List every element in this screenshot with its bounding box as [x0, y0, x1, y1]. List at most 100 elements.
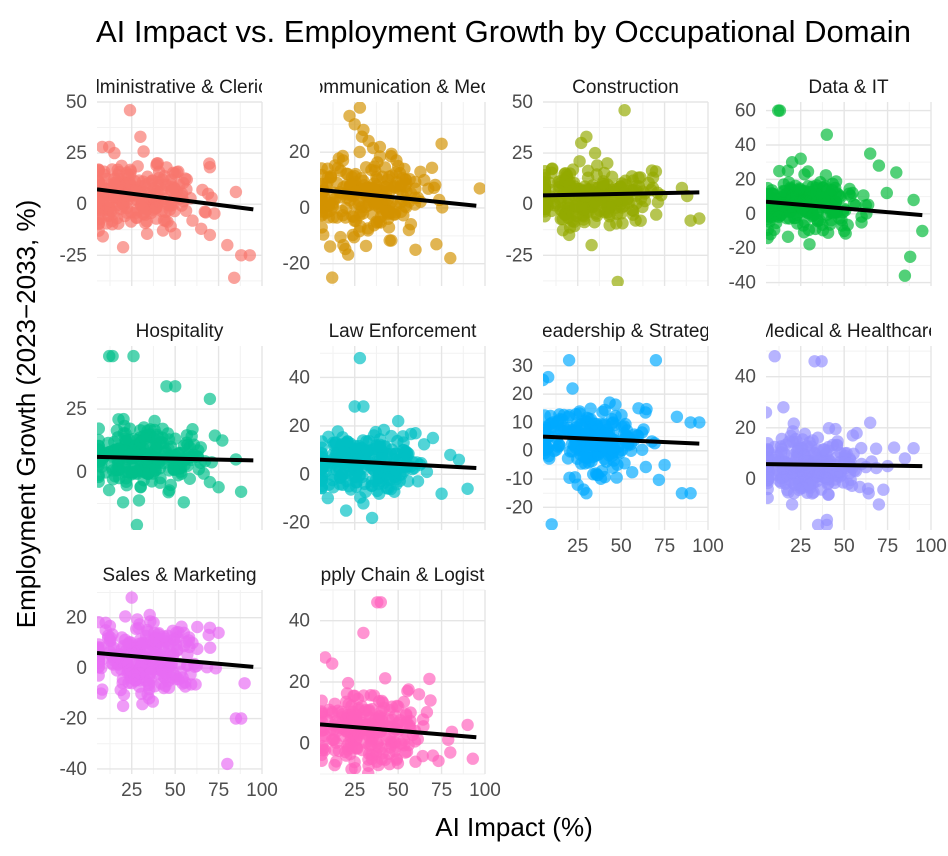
- data-point: [142, 678, 156, 692]
- data-point: [543, 176, 551, 190]
- data-point: [777, 401, 790, 414]
- x-tick-label: 50: [834, 536, 855, 557]
- data-point: [409, 755, 422, 768]
- data-point: [97, 641, 105, 654]
- facet-panel-data-it: Data & IT -40 -20 0 20 40 60: [729, 77, 932, 294]
- data-point: [186, 423, 199, 436]
- data-point: [378, 161, 392, 174]
- data-point: [119, 610, 132, 623]
- data-point: [335, 438, 348, 451]
- data-point: [815, 355, 828, 368]
- y-tick-label: 40: [289, 367, 310, 388]
- scatter-points: [320, 351, 474, 525]
- chart-title: AI Impact vs. Employment Growth by Occup…: [96, 14, 911, 49]
- data-point: [208, 207, 221, 220]
- data-point: [417, 438, 431, 451]
- data-point: [826, 206, 840, 220]
- data-point: [403, 173, 416, 186]
- data-point: [365, 752, 378, 766]
- x-tick-label: 100: [915, 536, 947, 557]
- data-point: [347, 210, 360, 224]
- trend-line: [97, 187, 254, 212]
- data-point: [204, 641, 217, 654]
- data-point: [177, 626, 190, 639]
- data-point: [320, 694, 328, 707]
- data-point: [331, 425, 344, 438]
- data-point: [349, 448, 362, 461]
- data-point: [785, 498, 799, 511]
- data-point: [348, 400, 361, 413]
- data-point: [160, 380, 173, 393]
- data-point: [766, 211, 777, 224]
- data-point: [137, 202, 150, 215]
- data-point: [578, 457, 592, 470]
- data-point: [344, 483, 358, 496]
- data-point: [184, 668, 197, 681]
- facet-strip-label: Sales & Marketing: [102, 565, 256, 586]
- data-point: [907, 193, 920, 207]
- data-point: [389, 447, 402, 460]
- data-point: [411, 475, 425, 488]
- data-point: [357, 400, 370, 413]
- data-point: [327, 481, 340, 494]
- data-point: [97, 422, 105, 435]
- data-point: [118, 444, 131, 457]
- data-point: [140, 227, 154, 240]
- y-tick-label: 40: [735, 135, 756, 156]
- data-point: [379, 672, 392, 685]
- data-point: [430, 238, 443, 251]
- data-point: [115, 159, 128, 172]
- data-point: [320, 209, 328, 222]
- data-point: [384, 482, 398, 496]
- data-point: [831, 438, 844, 452]
- facet-strip-label: Leadership & Strategy: [531, 321, 720, 342]
- data-point: [348, 762, 362, 774]
- data-point: [452, 453, 466, 466]
- data-point: [151, 430, 164, 443]
- data-point: [127, 349, 140, 363]
- data-point: [186, 636, 199, 650]
- data-point: [117, 412, 130, 426]
- data-point: [350, 461, 364, 474]
- data-point: [400, 709, 413, 722]
- data-point: [365, 511, 379, 525]
- data-point: [585, 238, 598, 252]
- data-point: [320, 479, 328, 493]
- data-point: [404, 218, 418, 231]
- data-point: [323, 240, 337, 253]
- data-point: [424, 694, 437, 707]
- data-point: [149, 463, 162, 477]
- data-point: [347, 231, 361, 244]
- data-point: [773, 104, 787, 117]
- facet-strip-label: Communication & Media: [299, 77, 506, 98]
- data-point: [169, 167, 182, 180]
- facet-strip-label: Data & IT: [808, 77, 889, 98]
- x-tick-label: 50: [388, 780, 409, 801]
- data-point: [543, 210, 551, 223]
- y-tick-label: -40: [729, 273, 756, 294]
- data-point: [137, 145, 150, 158]
- y-tick-label: 40: [735, 367, 756, 388]
- data-point: [804, 193, 817, 206]
- data-point: [341, 676, 355, 690]
- data-point: [137, 421, 151, 434]
- data-point: [785, 156, 799, 169]
- data-point: [320, 470, 328, 483]
- data-point: [124, 636, 138, 649]
- data-point: [97, 661, 105, 674]
- data-point: [392, 414, 405, 428]
- data-point: [229, 185, 243, 199]
- data-point: [336, 149, 349, 163]
- data-point: [638, 194, 652, 208]
- data-point: [826, 183, 839, 197]
- data-point: [573, 405, 586, 418]
- data-point: [196, 183, 209, 197]
- data-point: [132, 494, 146, 507]
- data-point: [857, 189, 870, 202]
- x-tick-label: 25: [344, 780, 365, 801]
- trend-line: [543, 190, 700, 198]
- data-point: [907, 442, 920, 455]
- trend-line: [320, 722, 477, 740]
- data-point: [159, 214, 172, 227]
- data-point: [571, 478, 584, 491]
